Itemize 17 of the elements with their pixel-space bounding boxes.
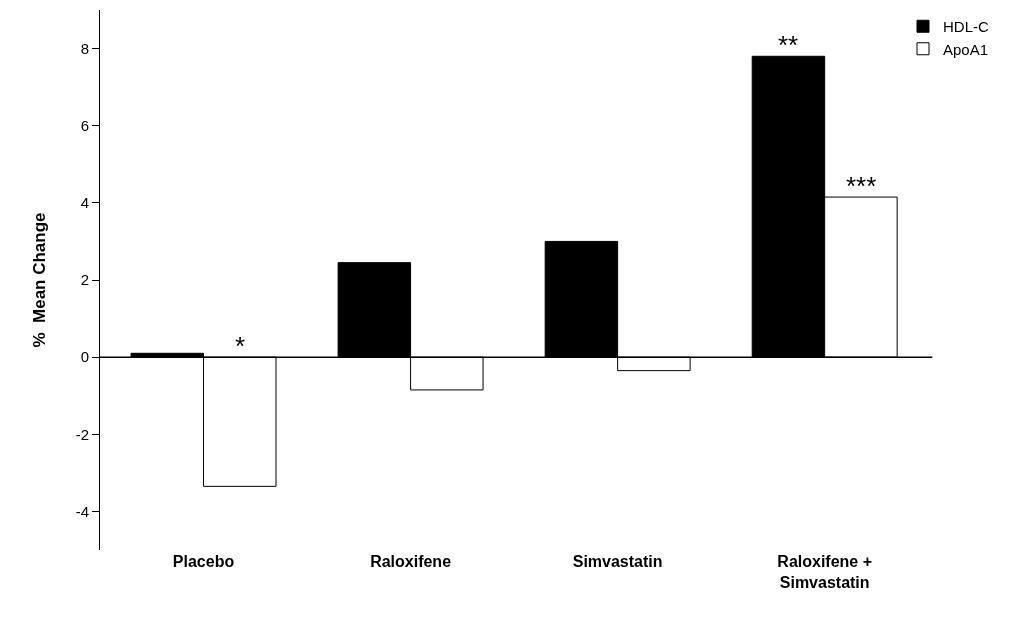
y-axis-title: % Mean Change	[30, 212, 50, 348]
x-tick-label: Raloxifene + Simvastatin	[777, 553, 873, 591]
x-tick-label: Simvastatin	[572, 553, 663, 570]
annotation: **	[778, 30, 799, 60]
y-tick-label: 8	[80, 39, 89, 57]
x-tick-label: Placebo	[172, 553, 235, 570]
y-tick-label: 2	[80, 271, 89, 289]
annotation: *	[235, 331, 246, 361]
y-tick-label: 6	[80, 116, 89, 134]
y-tick-label: 0	[80, 348, 89, 366]
legend-label: ApoA1	[943, 40, 989, 58]
x-tick-label: Raloxifene	[370, 553, 452, 570]
legend-label: HDL-C	[943, 18, 989, 36]
annotation: ***	[846, 171, 877, 201]
y-tick-label: -2	[75, 425, 89, 443]
y-tick-label: 4	[80, 194, 89, 212]
y-tick-label: -4	[75, 502, 89, 520]
